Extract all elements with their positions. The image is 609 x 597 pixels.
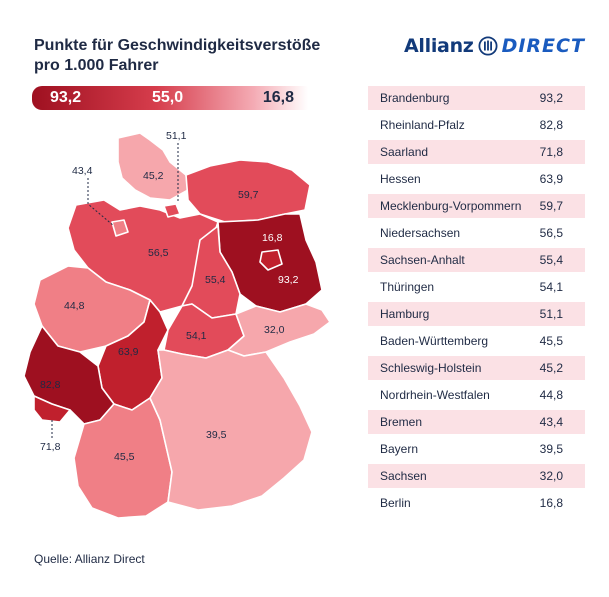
table-row-state: Saarland	[380, 145, 429, 159]
table-row: Hessen 63,9	[368, 167, 585, 191]
table-row: Sachsen-Anhalt 55,4	[368, 248, 585, 272]
table-row-value: 93,2	[539, 91, 563, 105]
map-label-nordrhein-westfalen: 44,8	[64, 300, 85, 312]
table-row-state: Mecklenburg-Vorpommern	[380, 199, 522, 213]
table-row-state: Nordrhein-Westfalen	[380, 388, 490, 402]
map-label-thueringen: 54,1	[186, 330, 207, 342]
table-row-state: Sachsen-Anhalt	[380, 253, 465, 267]
table-row-value: 45,5	[539, 334, 563, 348]
region-saarland	[33, 395, 71, 423]
map-label-rheinland-pfalz: 82,8	[40, 379, 61, 391]
scale-min-label: 16,8	[262, 89, 294, 106]
table-row-value: 51,1	[539, 307, 563, 321]
table-row-state: Berlin	[380, 496, 411, 510]
table-row: Schleswig-Holstein 45,2	[368, 356, 585, 380]
table-row-value: 59,7	[539, 199, 563, 213]
allianz-direct-logo: Allianz DIRECT	[404, 34, 585, 58]
map-label-bayern: 39,5	[206, 429, 227, 441]
map-label-berlin: 16,8	[262, 232, 283, 244]
map-label-schleswig-holstein: 45,2	[143, 170, 164, 182]
table-row-value: 43,4	[539, 415, 563, 429]
table-row: Nordrhein-Westfalen 44,8	[368, 383, 585, 407]
table-row: Thüringen 54,1	[368, 275, 585, 299]
table-row: Hamburg 51,1	[368, 302, 585, 326]
map-label-mecklenburg-vorpommern: 59,7	[238, 189, 259, 201]
table-row-value: 54,1	[539, 280, 563, 294]
table-row-value: 56,5	[539, 226, 563, 240]
table-row-state: Schleswig-Holstein	[380, 361, 482, 375]
table-row: Berlin 16,8	[368, 491, 585, 515]
color-scale-legend: 93,2 55,0 16,8	[32, 86, 308, 110]
table-row-state: Rheinland-Pfalz	[380, 118, 465, 132]
map-label-niedersachsen: 56,5	[148, 247, 169, 259]
table-row-value: 44,8	[539, 388, 563, 402]
map-label-saarland: 71,8	[40, 441, 61, 453]
table-row: Brandenburg 93,2	[368, 86, 585, 110]
table-row-value: 71,8	[539, 145, 563, 159]
region-bremen	[111, 219, 129, 237]
table-row-value: 39,5	[539, 442, 563, 456]
region-bayern	[149, 349, 313, 511]
region-berlin	[259, 249, 283, 271]
table-row-state: Hamburg	[380, 307, 430, 321]
map-label-sachsen: 32,0	[264, 324, 285, 336]
table-row-value: 82,8	[539, 118, 563, 132]
table-row-state: Niedersachsen	[380, 226, 461, 240]
map-label-bremen: 43,4	[72, 165, 93, 177]
table-row-state: Hessen	[380, 172, 421, 186]
logo-word-allianz: Allianz	[404, 35, 474, 57]
table-row-value: 55,4	[539, 253, 563, 267]
table-row-state: Bayern	[380, 442, 419, 456]
logo-word-direct: DIRECT	[501, 35, 585, 57]
table-row: Bremen 43,4	[368, 410, 585, 434]
map-label-sachsen-anhalt: 55,4	[205, 274, 226, 286]
table-row-value: 32,0	[539, 469, 563, 483]
source-note: Quelle: Allianz Direct	[34, 552, 145, 566]
table-row-state: Thüringen	[380, 280, 435, 294]
chart-title: Punkte für Geschwindigkeitsverstöße pro …	[34, 37, 321, 74]
allianz-eagle-icon	[478, 36, 498, 56]
table-row-state: Baden-Württemberg	[380, 334, 489, 348]
table-row: Bayern 39,5	[368, 437, 585, 461]
map-label-baden-wuerttemberg: 45,5	[114, 451, 135, 463]
table-row-value: 63,9	[539, 172, 563, 186]
table-row-value: 45,2	[539, 361, 563, 375]
region-hamburg	[163, 203, 181, 218]
leader-line-bremen	[87, 178, 115, 227]
table-row: Rheinland-Pfalz 82,8	[368, 113, 585, 137]
map-label-hessen: 63,9	[118, 346, 139, 358]
scale-mid-label: 55,0	[152, 89, 184, 106]
table-row-state: Brandenburg	[380, 91, 450, 105]
table-row-state: Bremen	[380, 415, 423, 429]
table-row: Sachsen 32,0	[368, 464, 585, 488]
table-row: Niedersachsen 56,5	[368, 221, 585, 245]
table-row: Mecklenburg-Vorpommern 59,7	[368, 194, 585, 218]
scale-max-label: 93,2	[50, 89, 82, 106]
map-label-brandenburg: 93,2	[278, 274, 299, 286]
table-row-value: 16,8	[539, 496, 563, 510]
table-row: Baden-Württemberg 45,5	[368, 329, 585, 353]
map-label-hamburg: 51,1	[166, 130, 187, 142]
germany-map: 45,2 51,1 43,4 59,7 56,5 16,8 93,2 55,4 …	[23, 130, 331, 519]
table-row-state: Sachsen	[380, 469, 427, 483]
ranking-table: Brandenburg 93,2 Rheinland-Pfalz 82,8 Saarla…	[368, 86, 585, 518]
table-row: Saarland 71,8	[368, 140, 585, 164]
